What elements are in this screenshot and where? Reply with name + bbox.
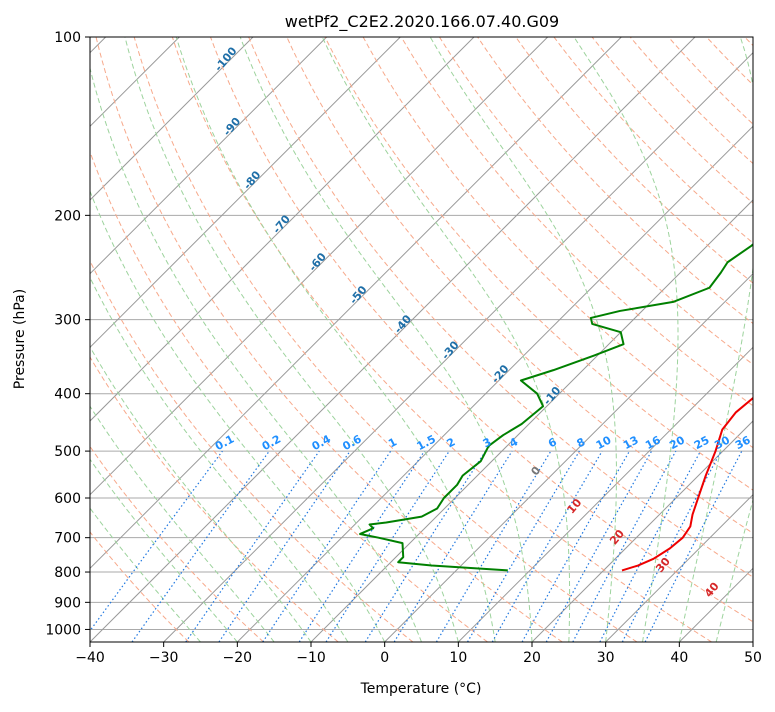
x-tick-label: −20: [223, 650, 253, 666]
y-tick-label: 200: [54, 208, 81, 224]
y-tick-label: 400: [54, 387, 81, 403]
x-tick-label: −10: [296, 650, 326, 666]
chart-title: wetPf2_C2E2.2020.166.07.40.G09: [285, 12, 559, 32]
x-tick-label: 40: [670, 650, 688, 666]
x-tick-label: 0: [380, 650, 389, 666]
y-tick-label: 800: [54, 565, 81, 581]
x-tick-label: −40: [75, 650, 105, 666]
y-tick-label: 100: [54, 30, 81, 46]
y-tick-label: 700: [54, 531, 81, 547]
x-tick-label: 50: [744, 650, 762, 666]
x-tick-label: 10: [449, 650, 467, 666]
y-axis-label: Pressure (hPa): [12, 289, 28, 389]
y-tick-label: 300: [54, 313, 81, 329]
x-axis-label: Temperature (°C): [360, 681, 482, 697]
y-tick-label: 600: [54, 491, 81, 507]
x-tick-label: −30: [149, 650, 179, 666]
x-tick-label: 20: [523, 650, 541, 666]
y-tick-label: 900: [54, 595, 81, 611]
y-tick-label: 1000: [45, 622, 81, 638]
y-tick-label: 500: [54, 444, 81, 460]
x-tick-label: 30: [597, 650, 615, 666]
